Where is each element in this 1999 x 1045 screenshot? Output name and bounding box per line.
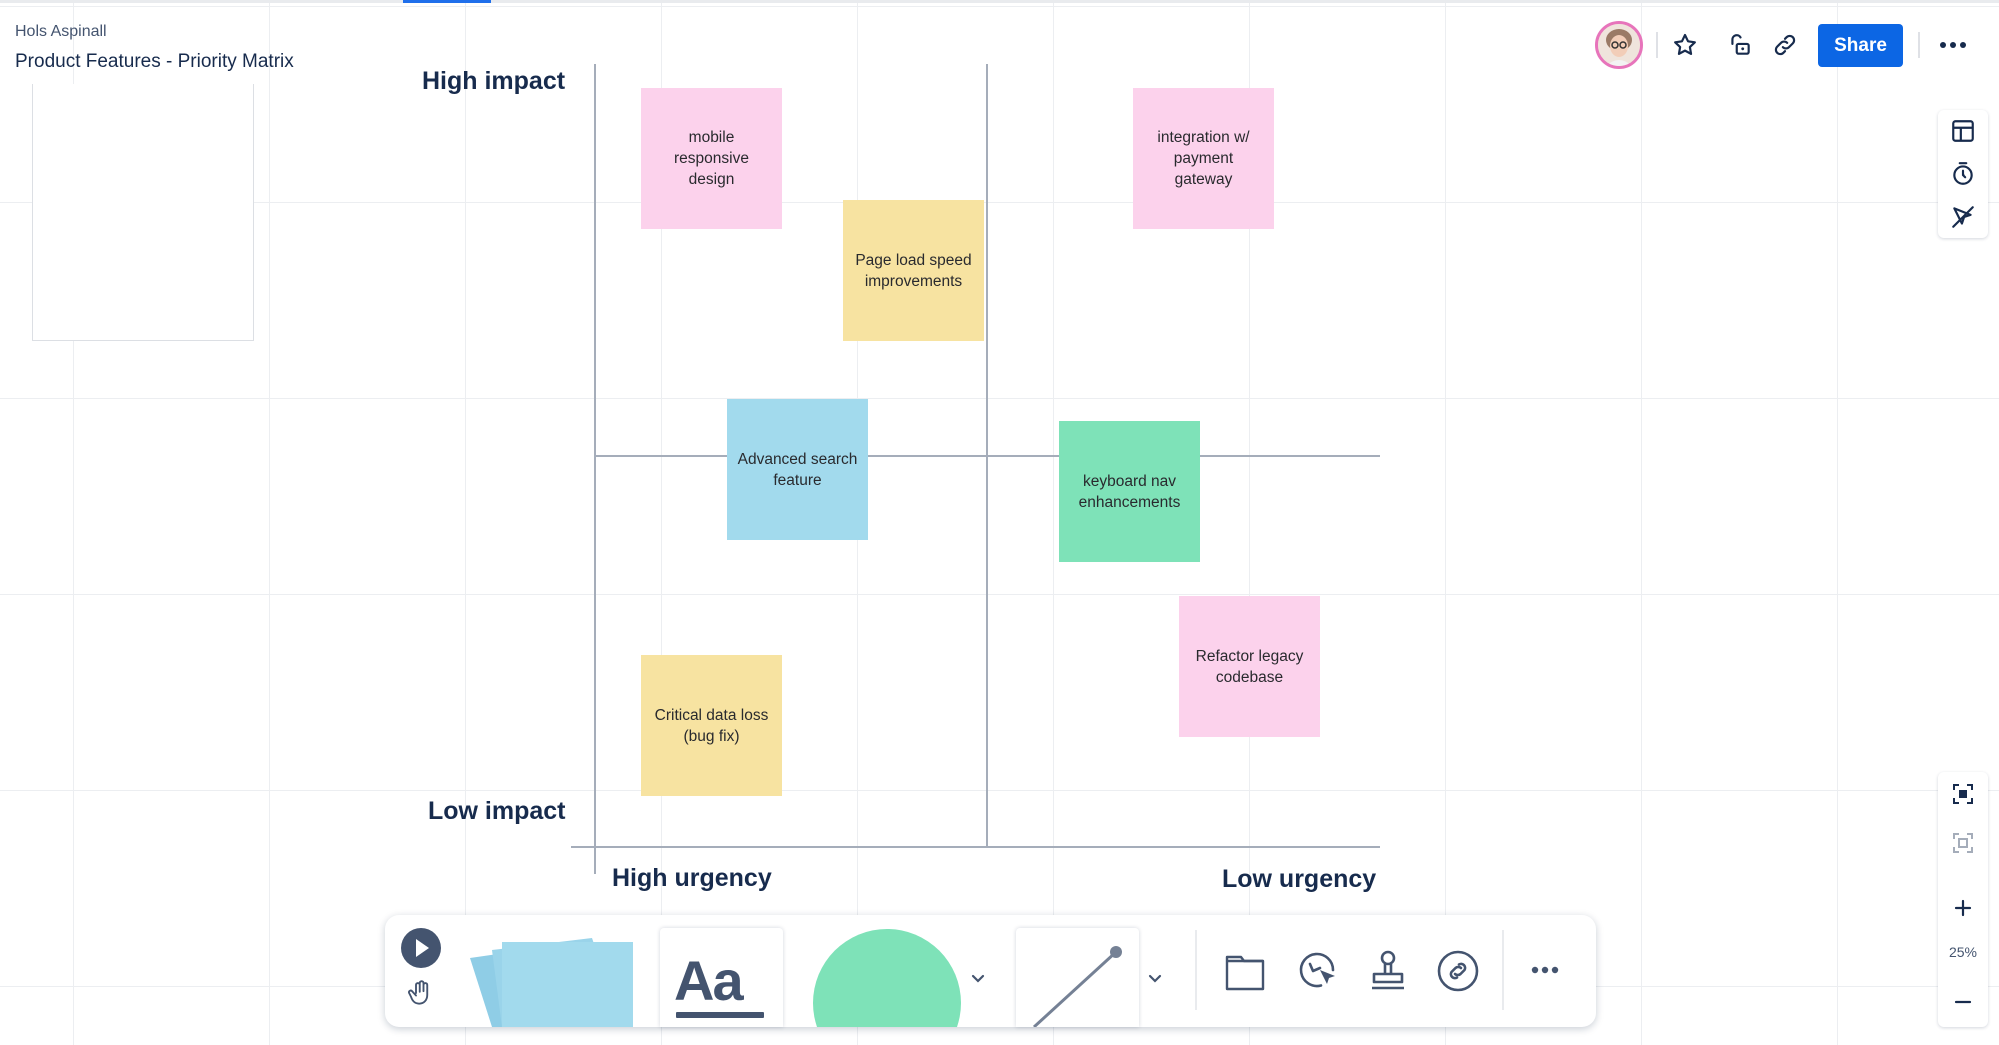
board-title[interactable]: Product Features - Priority Matrix bbox=[15, 51, 294, 72]
fit-to-screen-button[interactable] bbox=[1944, 775, 1982, 813]
sticky-advanced-search[interactable]: Advanced search feature bbox=[727, 399, 868, 540]
user-avatar[interactable] bbox=[1595, 21, 1643, 69]
timer-icon bbox=[1953, 162, 1973, 185]
avatar-face-icon bbox=[1598, 24, 1640, 66]
more-options-button[interactable] bbox=[1936, 28, 1970, 62]
right-rail-bottom bbox=[1938, 772, 1988, 1027]
zoom-out-button[interactable] bbox=[1944, 983, 1982, 1021]
text-tool-label: Aa bbox=[674, 949, 744, 1012]
center-horizontal-divider bbox=[596, 455, 1380, 457]
sticky-note-tool[interactable] bbox=[462, 928, 637, 1027]
link-tool-button[interactable] bbox=[1436, 949, 1480, 993]
fit-screen-icon bbox=[1953, 784, 1973, 804]
star-button[interactable] bbox=[1668, 28, 1702, 62]
top-progress-track bbox=[0, 0, 1999, 3]
more-horizontal-icon bbox=[1531, 966, 1559, 974]
sticky-refactor-legacy[interactable]: Refactor legacy codebase bbox=[1179, 596, 1320, 737]
chevron-down-icon bbox=[1148, 974, 1162, 983]
frame-icon bbox=[1225, 955, 1265, 991]
board-owner: Hols Aspinall bbox=[15, 23, 107, 40]
star-icon bbox=[1674, 33, 1696, 55]
cursor-off-icon bbox=[1952, 206, 1974, 228]
sticky-keyboard-nav[interactable]: keyboard nav enhancements bbox=[1059, 421, 1200, 562]
line-connector-icon bbox=[1032, 946, 1122, 1027]
stamp-tool-button[interactable] bbox=[1366, 948, 1410, 994]
link-icon bbox=[1774, 34, 1796, 56]
sparkle-cursor-icon bbox=[1299, 952, 1335, 988]
frame-tool-button[interactable] bbox=[1223, 951, 1267, 995]
sticky-mobile-responsive-design[interactable]: mobile responsive design bbox=[641, 88, 782, 229]
connector-tool[interactable] bbox=[1016, 928, 1139, 1027]
sticky-critical-data-loss[interactable]: Critical data loss (bug fix) bbox=[641, 655, 782, 796]
label-high-urgency[interactable]: High urgency bbox=[612, 864, 772, 892]
timer-button[interactable] bbox=[1944, 155, 1982, 193]
sticky-page-load-speed[interactable]: Page load speed improvements bbox=[843, 200, 984, 341]
stamp-icon bbox=[1372, 950, 1404, 990]
plus-icon bbox=[1954, 899, 1972, 917]
template-icon bbox=[1952, 120, 1974, 142]
connector-dropdown[interactable] bbox=[1146, 969, 1164, 987]
sticky-integration-payment-gateway[interactable]: integration w/ payment gateway bbox=[1133, 88, 1274, 229]
x-axis bbox=[571, 846, 1380, 848]
frame-card[interactable] bbox=[32, 84, 254, 341]
minus-icon bbox=[1954, 1000, 1972, 1004]
text-underline bbox=[676, 1012, 764, 1018]
sticky-stack-icon bbox=[470, 938, 633, 1027]
select-tool-button[interactable] bbox=[400, 927, 442, 969]
hide-cursors-button[interactable] bbox=[1944, 198, 1982, 236]
toolbar-separator bbox=[1195, 930, 1197, 1010]
copy-link-button[interactable] bbox=[1768, 28, 1802, 62]
y-axis bbox=[594, 64, 596, 874]
zoom-in-button[interactable] bbox=[1944, 889, 1982, 927]
focus-icon bbox=[1953, 833, 1973, 853]
restrictions-button[interactable] bbox=[1723, 28, 1757, 62]
hand-tool-button[interactable] bbox=[406, 978, 436, 1008]
circle-shape-icon bbox=[813, 929, 961, 1027]
label-low-impact[interactable]: Low impact bbox=[428, 797, 566, 825]
shape-tool[interactable] bbox=[812, 928, 962, 1027]
header-separator bbox=[1918, 32, 1920, 58]
link-circle-icon bbox=[1437, 950, 1479, 992]
label-high-impact[interactable]: High impact bbox=[422, 67, 566, 95]
hand-icon bbox=[408, 980, 429, 1005]
more-horizontal-icon bbox=[1940, 42, 1966, 48]
chevron-down-icon bbox=[971, 974, 985, 983]
play-pointer-icon bbox=[401, 928, 441, 968]
toolbar-more-button[interactable] bbox=[1530, 960, 1560, 980]
share-button[interactable]: Share bbox=[1818, 24, 1903, 67]
templates-button[interactable] bbox=[1944, 112, 1982, 150]
label-low-urgency[interactable]: Low urgency bbox=[1222, 865, 1377, 893]
toolbar-separator bbox=[1502, 930, 1504, 1010]
zoom-level: 25% bbox=[1948, 944, 1978, 960]
focus-frame-button[interactable] bbox=[1944, 824, 1982, 862]
unlock-icon bbox=[1731, 34, 1750, 55]
shape-dropdown[interactable] bbox=[969, 969, 987, 987]
top-progress-accent bbox=[403, 0, 491, 3]
smart-tools-button[interactable] bbox=[1295, 948, 1341, 994]
header-separator bbox=[1656, 32, 1658, 58]
text-tool[interactable]: Aa bbox=[660, 928, 783, 1027]
